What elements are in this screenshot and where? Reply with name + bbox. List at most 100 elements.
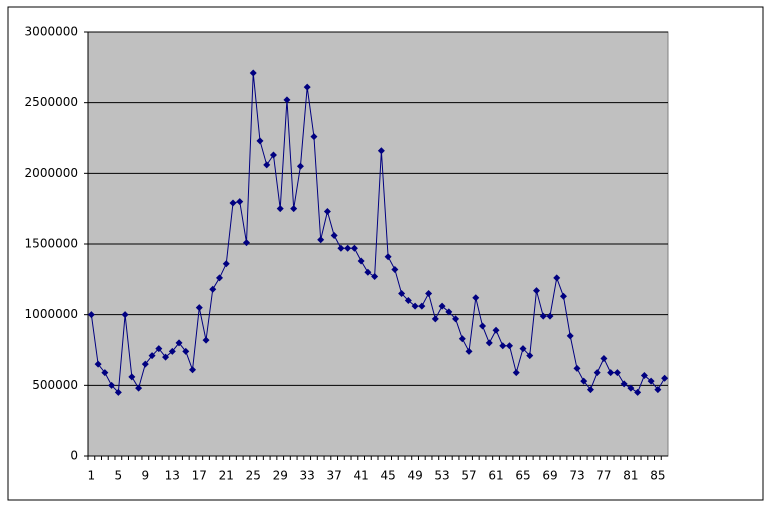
data-point [539,312,547,320]
data-point [323,207,331,215]
data-point [506,342,514,350]
data-point [613,369,621,377]
data-point [155,345,163,353]
data-point [236,198,244,206]
x-tick-label: 17 [192,469,207,483]
data-point [640,371,648,379]
data-point [189,366,197,374]
data-point [384,253,392,261]
data-point [175,339,183,347]
data-point [121,311,129,319]
data-point [371,273,379,281]
x-tick-label: 5 [115,469,123,483]
data-point [458,335,466,343]
data-point [600,354,608,362]
x-tick-label: 65 [515,469,530,483]
data-point [290,205,298,213]
data-point [357,257,365,265]
x-tick-label: 21 [219,469,234,483]
data-point [661,374,669,382]
x-tick-label: 73 [569,469,584,483]
y-tick-label: 500000 [32,378,78,392]
data-point [162,353,170,361]
data-point [249,69,257,77]
data-point [128,373,136,381]
data-point [586,386,594,394]
data-point [607,369,615,377]
x-tick-label: 81 [623,469,638,483]
data-point [438,302,446,310]
data-point [391,265,399,273]
data-point [269,151,277,159]
data-point [553,274,561,282]
data-point [148,352,156,360]
data-point [364,268,372,276]
data-point [593,369,601,377]
data-point [418,302,426,310]
data-point [479,322,487,330]
x-tick-label: 13 [165,469,180,483]
data-point [573,364,581,372]
data-point [141,360,149,368]
data-point [411,302,419,310]
data-point [216,274,224,282]
data-point [182,347,190,355]
data-point [317,236,325,244]
y-tick-label: 1500000 [25,237,78,251]
data-point [566,332,574,340]
y-tick-label: 3000000 [25,25,78,39]
data-point [283,96,291,104]
x-tick-label: 45 [380,469,395,483]
x-tick-label: 41 [353,469,368,483]
x-tick-label: 37 [327,469,342,483]
data-point [492,326,500,334]
data-point [627,384,635,392]
data-line [90,72,666,394]
data-point [303,83,311,91]
data-point [377,147,385,155]
data-point [202,336,210,344]
data-point [195,304,203,312]
data-point [647,377,655,385]
data-point [580,377,588,385]
x-tick-label: 57 [461,469,476,483]
data-point [168,347,176,355]
data-point [229,199,237,207]
data-point [519,345,527,353]
x-tick-label: 29 [273,469,288,483]
data-point [431,315,439,323]
data-point [465,347,473,355]
x-tick-label: 25 [246,469,261,483]
data-point [263,161,271,169]
data-point [499,342,507,350]
y-tick-label: 0 [70,449,78,463]
data-point [350,244,358,252]
x-tick-label: 1 [88,469,96,483]
data-point [398,289,406,297]
data-point [337,244,345,252]
data-point [108,381,116,389]
data-point [222,260,230,268]
data-point [620,380,628,388]
data-point [654,386,662,394]
data-point [472,294,480,302]
x-tick-label: 61 [488,469,503,483]
data-point [445,308,453,316]
data-point [512,369,520,377]
data-point [276,205,284,213]
x-tick-label: 77 [596,469,611,483]
data-point [101,369,109,377]
y-tick-label: 1000000 [25,307,78,321]
data-point [634,388,642,396]
y-tick-label: 2500000 [25,95,78,109]
data-point [310,133,318,141]
data-point [330,232,338,240]
data-point [135,384,143,392]
x-tick-label: 69 [542,469,557,483]
data-point [94,360,102,368]
data-point [256,137,264,145]
data-point [526,352,534,360]
x-tick-label: 85 [650,469,665,483]
data-point [452,315,460,323]
